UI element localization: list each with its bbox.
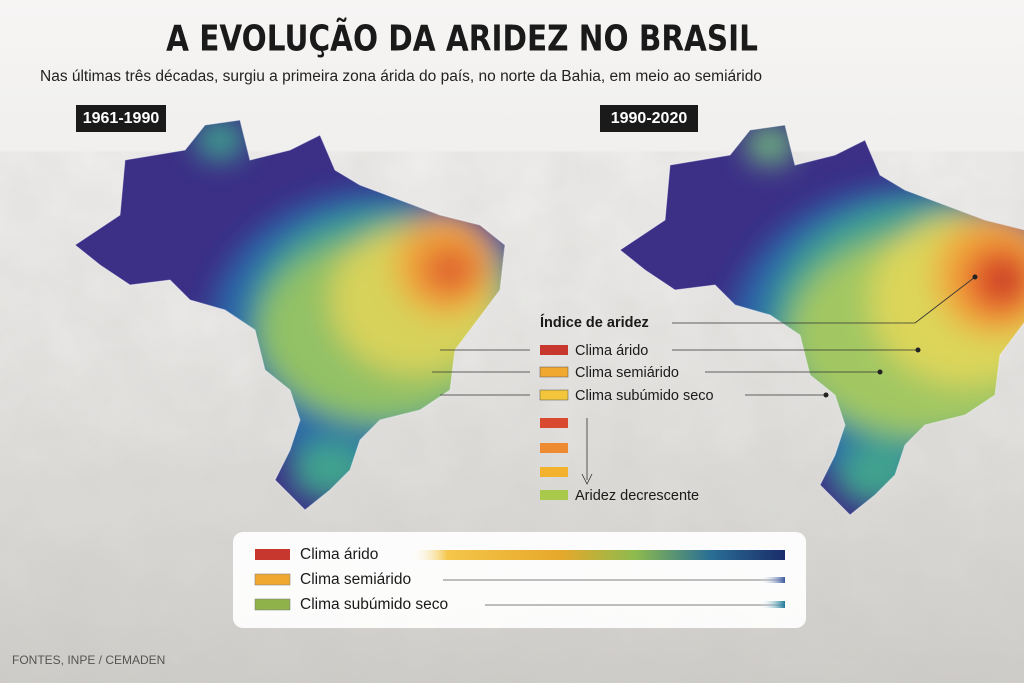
subtitle: Nas últimas três décadas, surgiu a prime… xyxy=(40,68,762,85)
legend-swatch xyxy=(539,389,569,401)
gradient-bar xyxy=(410,550,785,560)
legend-swatch xyxy=(254,598,291,611)
title: A EVOLUÇÃO DA ARIDEZ NO BRASIL xyxy=(166,15,758,59)
period-badge xyxy=(600,105,698,132)
legend-swatch xyxy=(254,573,291,586)
legend-label: Clima subúmido seco xyxy=(300,596,448,613)
gradient-bar xyxy=(700,601,785,608)
gradient-swatch xyxy=(540,443,568,453)
period-label: 1990-2020 xyxy=(611,110,688,127)
gradient-swatch xyxy=(540,467,568,477)
source: FONTES, INPE / CEMADEN xyxy=(12,653,165,667)
legend-swatch xyxy=(539,366,569,378)
leader-lines xyxy=(432,276,976,485)
leader-dots xyxy=(823,274,978,398)
legend-swatch xyxy=(540,345,568,355)
period-label: 1961-1990 xyxy=(83,110,160,127)
gradient-label: Aridez decrescente xyxy=(575,488,699,504)
legend-label: Clima semiárido xyxy=(575,365,679,381)
legend-label: Clima subúmido seco xyxy=(575,388,714,404)
legend-label: Clima semiárido xyxy=(300,571,411,588)
gradient-swatch xyxy=(540,418,568,428)
legend-label: Clima árido xyxy=(300,546,378,563)
gradient-bar xyxy=(700,577,785,583)
period-badge xyxy=(76,105,166,132)
gradient-swatch xyxy=(540,490,568,500)
legend-swatch xyxy=(255,549,290,560)
legend-title: Índice de aridez xyxy=(540,314,649,331)
legend-label: Clima árido xyxy=(575,343,648,359)
